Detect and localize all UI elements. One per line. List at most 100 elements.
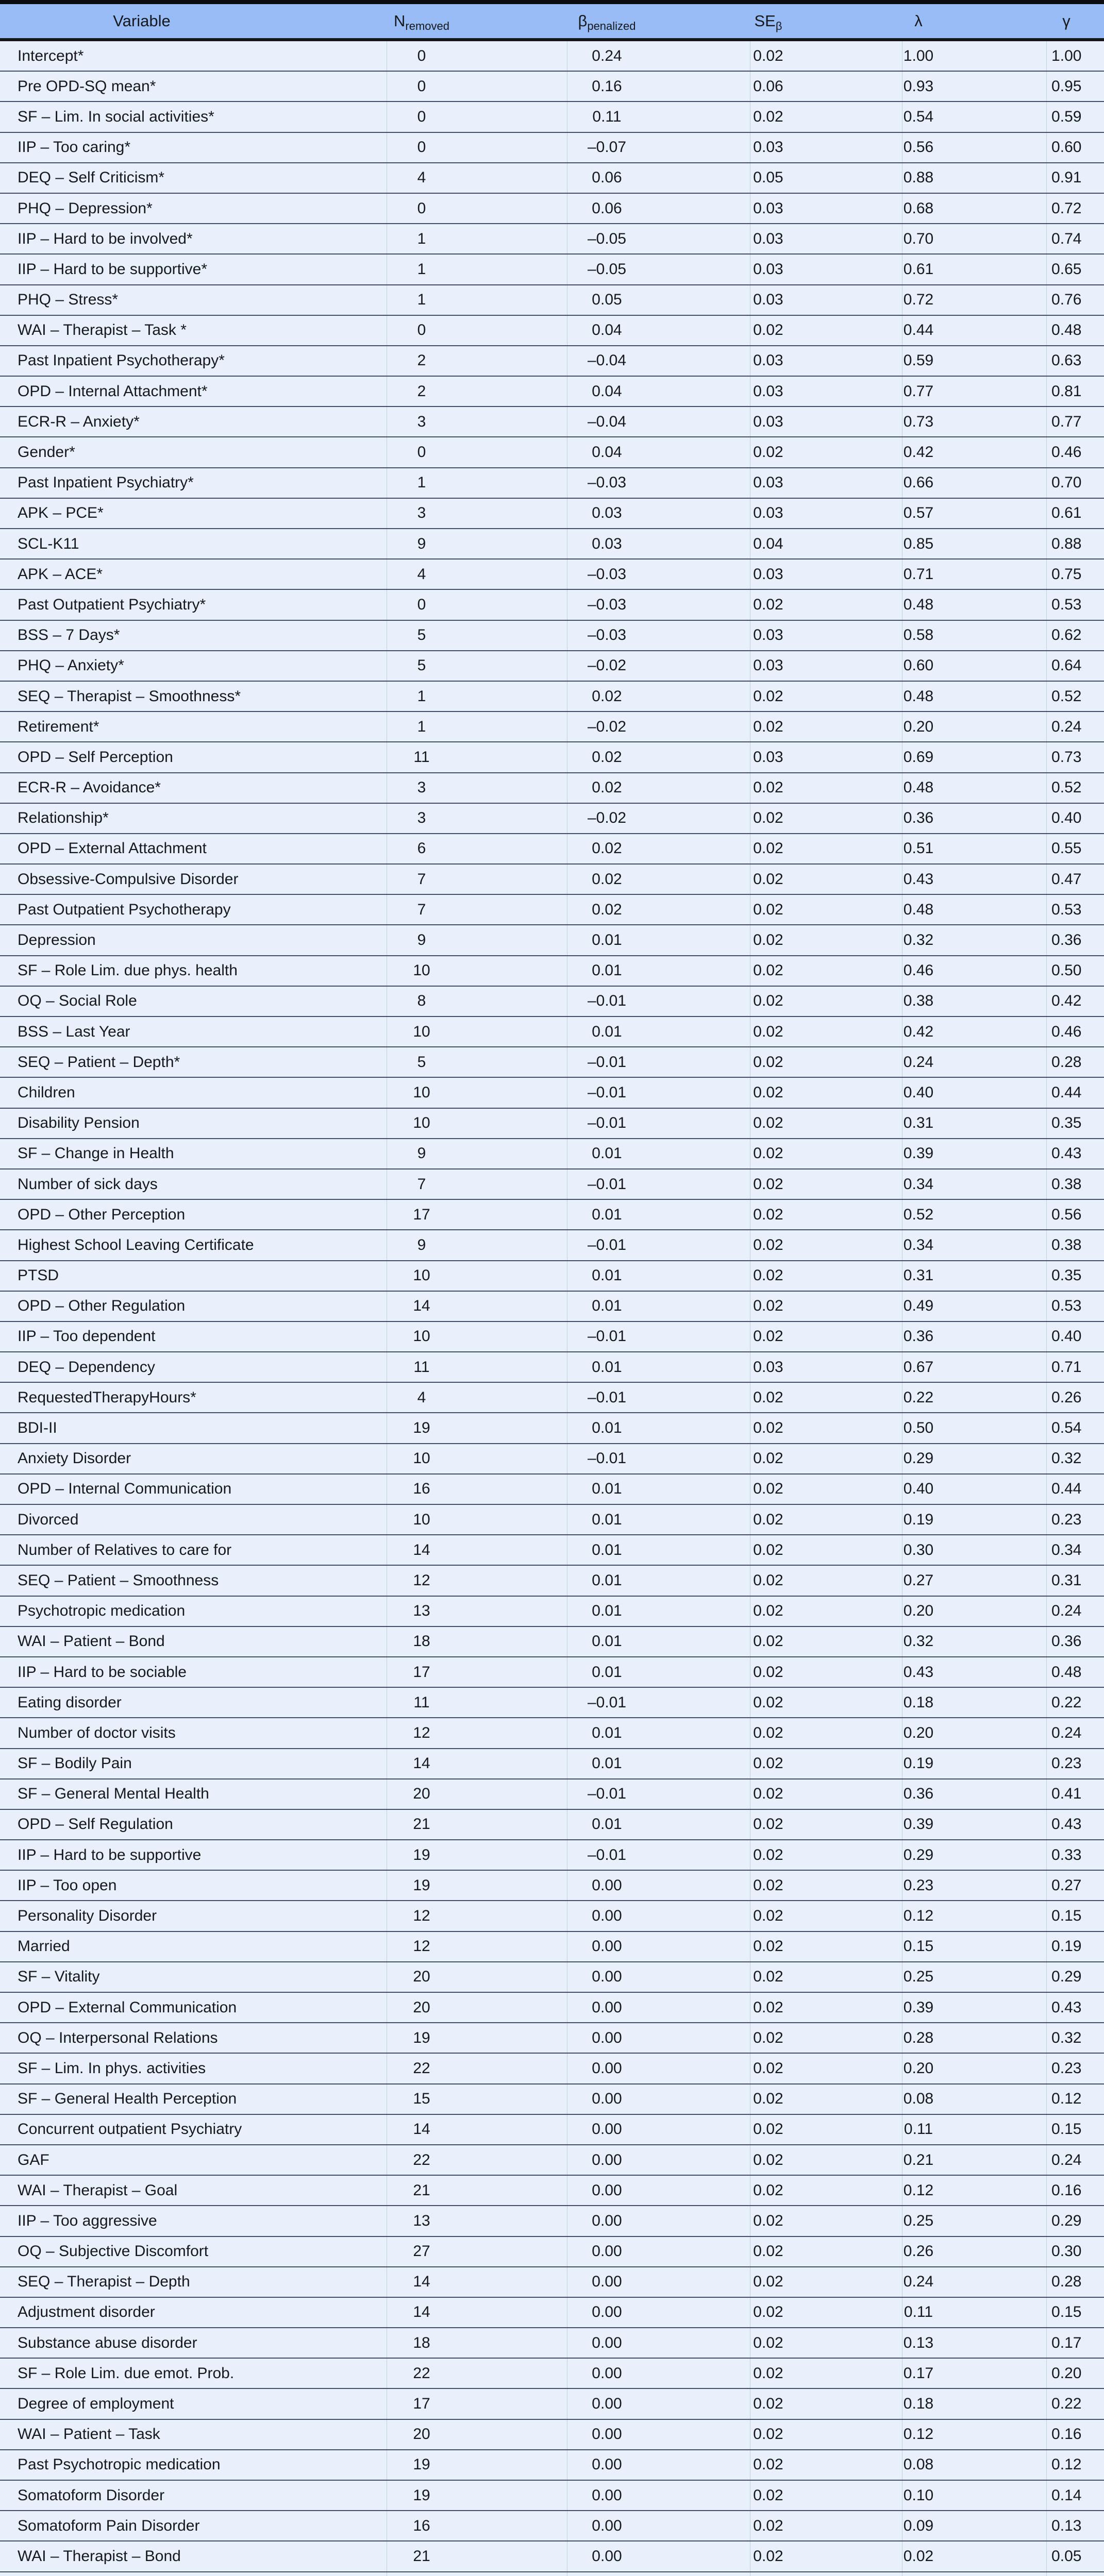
cell-gamma: 0.55: [1046, 833, 1104, 865]
cell-lambda: 0.48: [902, 681, 1047, 713]
cell-lambda: 0.18: [902, 2388, 1047, 2420]
cell-variable: Married: [0, 1931, 387, 1962]
cell-lambda: 0.12: [902, 2175, 1047, 2207]
table-row: IIP – Too caring* 0 –0.07 0.03 0.56 0.60: [0, 132, 1104, 163]
cell-se-beta: 0.05: [750, 162, 902, 194]
cell-variable: SF – Change in Health: [0, 1138, 387, 1170]
cell-se-beta: 0.02: [750, 1168, 902, 1200]
cell-n-removed: 7: [387, 1168, 567, 1200]
cell-variable: APK – ACE*: [0, 559, 387, 590]
table-row: Pre OPD-SQ mean* 0 0.16 0.06 0.93 0.95: [0, 71, 1104, 103]
cell-lambda: 0.30: [902, 1535, 1047, 1566]
cell-beta-penalized: 0.00: [567, 2571, 750, 2576]
cell-lambda: 0.23: [902, 1870, 1047, 1902]
cell-gamma: 0.52: [1046, 772, 1104, 804]
cell-n-removed: 0: [387, 193, 567, 225]
cell-lambda: 0.69: [902, 742, 1047, 773]
cell-se-beta: 0.02: [750, 2266, 902, 2298]
cell-se-beta: 0.02: [750, 1230, 902, 1261]
cell-n-removed: 20: [387, 1961, 567, 1993]
cell-gamma: 0.59: [1046, 101, 1104, 133]
cell-n-removed: 3: [387, 498, 567, 530]
cell-gamma: 0.12: [1046, 2449, 1104, 2481]
table-row: IIP – Hard to be involved* 1 –0.05 0.03 0.70…: [0, 224, 1104, 255]
table-row: OPD – Self Perception 11 0.02 0.03 0.69 0.73: [0, 742, 1104, 773]
cell-se-beta: 0.02: [750, 833, 902, 865]
cell-gamma: 0.54: [1046, 1413, 1104, 1444]
cell-n-removed: 3: [387, 406, 567, 438]
cell-beta-penalized: –0.01: [567, 1108, 750, 1139]
cell-lambda: 0.25: [902, 2206, 1047, 2237]
cell-lambda: 0.32: [902, 1626, 1047, 1657]
cell-n-removed: 10: [387, 1321, 567, 1353]
table-row: OPD – Other Regulation 14 0.01 0.02 0.49 0.53: [0, 1291, 1104, 1322]
cell-n-removed: 10: [387, 1504, 567, 1536]
cell-beta-penalized: –0.01: [567, 1047, 750, 1078]
cell-lambda: 0.12: [902, 1901, 1047, 1932]
cell-lambda: 0.10: [902, 2480, 1047, 2512]
cell-beta-penalized: 0.00: [567, 1961, 750, 1993]
cell-n-removed: 19: [387, 1870, 567, 1902]
cell-gamma: 0.64: [1046, 650, 1104, 682]
cell-beta-penalized: 0.02: [567, 894, 750, 926]
cell-n-removed: 8: [387, 986, 567, 1018]
table-row: SF – Change in Health 9 0.01 0.02 0.39 0.43: [0, 1138, 1104, 1170]
table-row: DEQ – Dependency 11 0.01 0.03 0.67 0.71: [0, 1352, 1104, 1383]
cell-lambda: 0.36: [902, 803, 1047, 834]
table-header: Variable Nremoved βpenalized SEβ λ γ: [0, 4, 1104, 41]
table-row: Relationship* 3 –0.02 0.02 0.36 0.40: [0, 803, 1104, 834]
cell-lambda: 0.46: [902, 955, 1047, 987]
table-row: Highest School Leaving Certificate 9 –0.01…: [0, 1230, 1104, 1261]
cell-gamma: 0.12: [1046, 2083, 1104, 2115]
cell-n-removed: 13: [387, 2206, 567, 2237]
table-row: Divorced 10 0.01 0.02 0.19 0.23: [0, 1504, 1104, 1536]
column-header-n-subscript: removed: [405, 20, 449, 33]
cell-gamma: 0.16: [1046, 2175, 1104, 2207]
cell-variable: Past Inpatient Psychiatry*: [0, 467, 387, 499]
cell-lambda: 0.48: [902, 589, 1047, 621]
table-row: SF – Vitality 20 0.00 0.02 0.25 0.29: [0, 1961, 1104, 1993]
table-row: SF – Lim. In phys. activities 22 0.00 0.02 0…: [0, 2053, 1104, 2084]
table-row: Degree of employment 17 0.00 0.02 0.18 0.22: [0, 2388, 1104, 2420]
table-row: IIP – Too dependent 10 –0.01 0.02 0.36 0.40: [0, 1321, 1104, 1353]
cell-gamma: 0.15: [1046, 1901, 1104, 1932]
cell-n-removed: 20: [387, 1992, 567, 2024]
cell-lambda: 0.08: [902, 2083, 1047, 2115]
cell-gamma: 0.26: [1046, 1382, 1104, 1414]
cell-lambda: 0.77: [902, 376, 1047, 408]
cell-n-removed: 11: [387, 1687, 567, 1719]
cell-gamma: 0.52: [1046, 681, 1104, 713]
cell-n-removed: 15: [387, 2083, 567, 2115]
cell-gamma: 0.31: [1046, 1565, 1104, 1597]
cell-beta-penalized: 0.01: [567, 1291, 750, 1322]
cell-n-removed: 5: [387, 620, 567, 651]
cell-se-beta: 0.03: [750, 742, 902, 773]
cell-se-beta: 0.02: [750, 1077, 902, 1109]
cell-beta-penalized: 0.01: [567, 1626, 750, 1657]
cell-se-beta: 0.03: [750, 376, 902, 408]
cell-gamma: 0.32: [1046, 1443, 1104, 1475]
cell-se-beta: 0.02: [750, 437, 902, 468]
column-header-se-beta: SEβ: [750, 4, 902, 41]
table-row: Gender* 0 0.04 0.02 0.42 0.46: [0, 437, 1104, 468]
cell-lambda: 0.44: [902, 315, 1047, 346]
table-row: Past Outpatient Psychotherapy 7 0.02 0.02 0.…: [0, 894, 1104, 926]
cell-variable: PTSD: [0, 1260, 387, 1292]
cell-lambda: 0.43: [902, 864, 1047, 895]
cell-n-removed: 14: [387, 2266, 567, 2298]
cell-se-beta: 0.02: [750, 803, 902, 834]
cell-se-beta: 0.02: [750, 1504, 902, 1536]
cell-variable: SF – Role Lim. due emot. Prob.: [0, 2358, 387, 2389]
cell-beta-penalized: –0.01: [567, 1230, 750, 1261]
table-row: PTSD 10 0.01 0.02 0.31 0.35: [0, 1260, 1104, 1292]
cell-n-removed: 17: [387, 2388, 567, 2420]
column-header-se-label: SE: [754, 12, 776, 30]
table-body: Intercept* 0 0.24 0.02 1.00 1.00 Pre OPD-SQ me…: [0, 40, 1104, 2576]
cell-lambda: 0.22: [902, 1382, 1047, 1414]
cell-gamma: 0.72: [1046, 193, 1104, 225]
cell-n-removed: 18: [387, 1626, 567, 1657]
cell-lambda: 0.42: [902, 1016, 1047, 1048]
cell-beta-penalized: –0.01: [567, 1168, 750, 1200]
cell-beta-penalized: 0.01: [567, 1718, 750, 1749]
cell-n-removed: 16: [387, 2511, 567, 2542]
